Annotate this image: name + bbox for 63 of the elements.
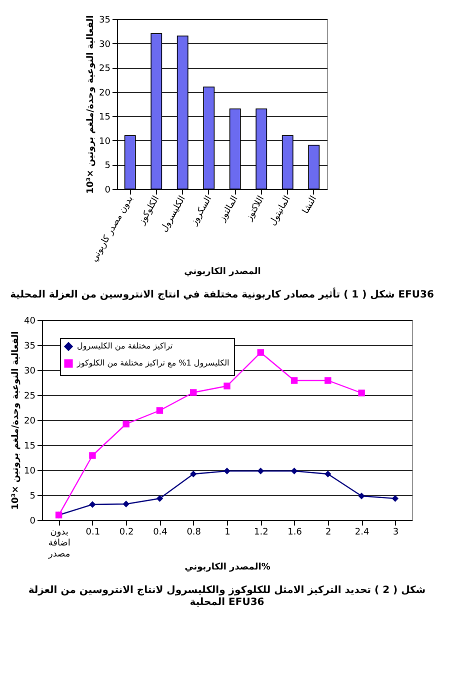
x-tick-label: 0.1 bbox=[86, 528, 100, 538]
y-tick-label: 25 bbox=[24, 392, 36, 402]
point bbox=[257, 349, 264, 356]
x-tick-label: 0.4 bbox=[153, 528, 168, 538]
point bbox=[156, 407, 164, 414]
point bbox=[224, 382, 230, 390]
x-tick-label: 1.2 bbox=[254, 528, 268, 538]
x-tick-label: المانيتول bbox=[268, 194, 293, 228]
x-tick-label: 1.6 bbox=[288, 528, 302, 538]
y-tick-label: 15 bbox=[99, 112, 110, 123]
point bbox=[324, 377, 332, 384]
point bbox=[224, 468, 230, 474]
text: شكل ( 1 ) تأثير مصادر كاربونية مختلفة في انتاج الانتروسين من العزلة المحلية EFU36 bbox=[10, 288, 434, 301]
y-tick-label: 25 bbox=[99, 64, 110, 74]
x-tick-label: الكليسرول bbox=[159, 194, 188, 234]
y-tick-label: 35 bbox=[24, 342, 36, 352]
x-tick-label: الكلوكوز bbox=[136, 194, 162, 228]
point bbox=[358, 390, 365, 396]
point bbox=[89, 501, 96, 508]
x-tick-label: اللاكتوز bbox=[244, 194, 267, 224]
point bbox=[122, 500, 130, 508]
y-axis-title: الفعالية النوعية وحدة/ملغم بروتين ×10³ bbox=[11, 331, 22, 510]
x-tick-label: 2.4 bbox=[354, 528, 370, 538]
x-tick-label: بدون اضافة مصدر bbox=[47, 528, 70, 560]
y-tick-label: 10 bbox=[24, 466, 36, 476]
point bbox=[122, 420, 130, 428]
x-axis-title: المصدر الكاربوني% bbox=[184, 562, 270, 572]
point bbox=[290, 377, 298, 384]
point bbox=[257, 468, 264, 474]
x-axis-title: المصدر الكاربوني bbox=[184, 267, 261, 278]
y-tick-label: 40 bbox=[24, 316, 36, 326]
point bbox=[290, 468, 298, 474]
x-tick-label: المالتوز bbox=[217, 194, 240, 224]
y-tick-label: 15 bbox=[24, 442, 36, 452]
x-tick-label: 0.2 bbox=[119, 528, 134, 538]
point bbox=[89, 452, 96, 459]
x-tick-label: بدون مصدر كاربوني bbox=[90, 194, 136, 264]
y-tick-label: 0 bbox=[104, 186, 111, 196]
point bbox=[190, 389, 197, 396]
legend-label: تراكيز مختلفة من الكليسرول bbox=[77, 342, 173, 350]
y-tick-label: 0 bbox=[30, 516, 36, 526]
y-tick-label: 10 bbox=[99, 136, 111, 147]
x-tick-label: النشا bbox=[301, 194, 320, 216]
y-axis-title: الفعالية النوعية وحدة/ملغم بروتين ×10³ bbox=[86, 15, 96, 194]
point bbox=[358, 492, 365, 500]
point bbox=[190, 470, 197, 478]
x-tick-label: 0.8 bbox=[186, 528, 202, 538]
x-tick-label: 3 bbox=[392, 528, 399, 538]
y-tick-label: 30 bbox=[24, 366, 36, 376]
x-tick-label: السكروز bbox=[188, 194, 214, 228]
y-tick-label: 20 bbox=[99, 88, 111, 98]
text: شكل ( 2 ) تحديد التركيز الامثل للكلوكوز والكليسرول لانتاج الانتروسين من العزلة المحلية EFU36 bbox=[28, 585, 426, 608]
y-tick-label: 30 bbox=[99, 40, 111, 50]
point bbox=[156, 495, 164, 502]
y-tick-label: 5 bbox=[104, 161, 110, 172]
point bbox=[392, 495, 399, 502]
y-tick-label: 20 bbox=[24, 416, 36, 426]
point bbox=[324, 470, 332, 478]
y-tick-label: 35 bbox=[99, 16, 110, 26]
legend-label: الكليسرول 1% مع تراكيز مختلفة من الكلوكوز bbox=[76, 358, 230, 368]
x-tick-label: 2 bbox=[326, 528, 332, 538]
x-tick-label: 1 bbox=[224, 528, 230, 538]
y-tick-label: 5 bbox=[30, 492, 36, 502]
